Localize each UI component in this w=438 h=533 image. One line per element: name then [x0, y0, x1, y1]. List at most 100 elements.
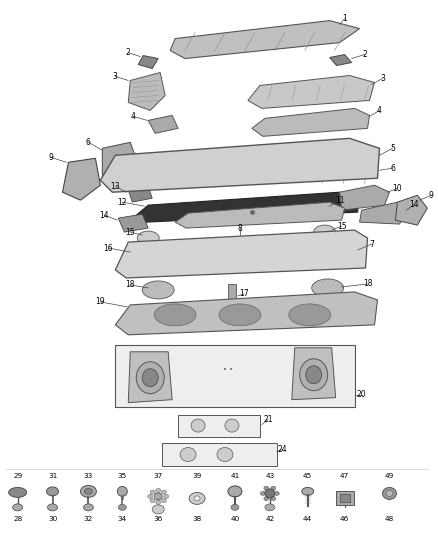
Text: 11: 11: [335, 196, 344, 205]
Text: 47: 47: [340, 473, 349, 480]
Ellipse shape: [386, 490, 393, 496]
FancyBboxPatch shape: [336, 491, 353, 505]
Text: 48: 48: [385, 516, 394, 522]
Text: 35: 35: [118, 473, 127, 480]
Ellipse shape: [142, 369, 158, 386]
FancyBboxPatch shape: [178, 415, 260, 437]
Ellipse shape: [180, 448, 196, 462]
Polygon shape: [102, 142, 138, 182]
FancyBboxPatch shape: [151, 245, 177, 261]
Polygon shape: [128, 186, 152, 202]
FancyBboxPatch shape: [115, 345, 355, 407]
Ellipse shape: [150, 490, 155, 494]
Ellipse shape: [277, 159, 312, 177]
Ellipse shape: [150, 499, 155, 503]
Polygon shape: [248, 76, 374, 108]
Text: 20: 20: [357, 390, 366, 399]
Text: 1: 1: [342, 14, 347, 23]
Text: 9: 9: [429, 191, 434, 200]
Ellipse shape: [265, 504, 275, 511]
FancyBboxPatch shape: [314, 245, 339, 261]
Polygon shape: [175, 202, 345, 228]
Text: 30: 30: [48, 516, 57, 522]
Ellipse shape: [300, 359, 328, 391]
Polygon shape: [135, 192, 360, 222]
Ellipse shape: [9, 487, 27, 497]
Text: 8: 8: [237, 224, 242, 232]
Ellipse shape: [136, 362, 164, 394]
Polygon shape: [115, 292, 378, 335]
Ellipse shape: [306, 366, 321, 384]
Text: 37: 37: [154, 473, 163, 480]
Ellipse shape: [260, 491, 265, 495]
Text: 43: 43: [265, 473, 275, 480]
Text: 15: 15: [337, 222, 346, 231]
Ellipse shape: [271, 486, 276, 490]
Polygon shape: [138, 55, 158, 69]
Text: 6: 6: [390, 164, 395, 173]
Polygon shape: [360, 202, 407, 224]
Text: 36: 36: [154, 516, 163, 522]
Ellipse shape: [271, 497, 276, 500]
Ellipse shape: [264, 497, 269, 500]
Ellipse shape: [314, 225, 336, 239]
FancyBboxPatch shape: [228, 284, 236, 312]
Text: 7: 7: [369, 239, 374, 248]
Ellipse shape: [137, 231, 159, 245]
Text: 40: 40: [230, 516, 240, 522]
Polygon shape: [396, 195, 427, 225]
Text: 10: 10: [392, 184, 402, 193]
Ellipse shape: [274, 491, 279, 495]
Ellipse shape: [161, 499, 166, 503]
Text: 29: 29: [13, 473, 22, 480]
Ellipse shape: [164, 495, 169, 498]
Polygon shape: [252, 108, 370, 136]
Text: 12: 12: [117, 198, 127, 207]
Ellipse shape: [48, 504, 57, 511]
Ellipse shape: [118, 504, 126, 511]
Text: 34: 34: [118, 516, 127, 522]
Polygon shape: [63, 158, 100, 200]
Text: 41: 41: [230, 473, 240, 480]
Text: 3: 3: [380, 74, 385, 83]
Polygon shape: [330, 54, 352, 66]
Ellipse shape: [13, 504, 23, 511]
Ellipse shape: [81, 486, 96, 497]
Text: 16: 16: [103, 244, 113, 253]
Polygon shape: [118, 214, 148, 232]
Ellipse shape: [382, 487, 396, 499]
Polygon shape: [128, 72, 165, 110]
Ellipse shape: [312, 279, 343, 297]
Text: 28: 28: [13, 516, 22, 522]
FancyBboxPatch shape: [162, 442, 277, 466]
Ellipse shape: [225, 419, 239, 432]
Polygon shape: [292, 348, 336, 400]
Polygon shape: [170, 21, 360, 59]
Ellipse shape: [231, 504, 239, 511]
Ellipse shape: [194, 496, 200, 501]
Ellipse shape: [83, 504, 93, 511]
FancyBboxPatch shape: [191, 245, 217, 261]
Ellipse shape: [117, 487, 127, 496]
Ellipse shape: [85, 488, 92, 495]
Ellipse shape: [161, 490, 166, 494]
Ellipse shape: [265, 489, 275, 498]
Text: 42: 42: [265, 516, 275, 522]
Ellipse shape: [155, 488, 161, 492]
Text: 21: 21: [263, 415, 272, 424]
Ellipse shape: [189, 492, 205, 504]
Ellipse shape: [46, 487, 59, 496]
FancyBboxPatch shape: [281, 245, 307, 261]
Polygon shape: [115, 230, 367, 278]
Text: 6: 6: [86, 138, 91, 147]
Text: • •: • •: [223, 367, 233, 373]
Text: 44: 44: [303, 516, 312, 522]
Ellipse shape: [302, 487, 314, 495]
Ellipse shape: [219, 304, 261, 326]
Text: 19: 19: [95, 297, 105, 306]
Ellipse shape: [154, 493, 162, 500]
FancyBboxPatch shape: [339, 495, 350, 503]
Text: 13: 13: [110, 182, 120, 191]
Ellipse shape: [154, 304, 196, 326]
FancyBboxPatch shape: [236, 245, 262, 261]
